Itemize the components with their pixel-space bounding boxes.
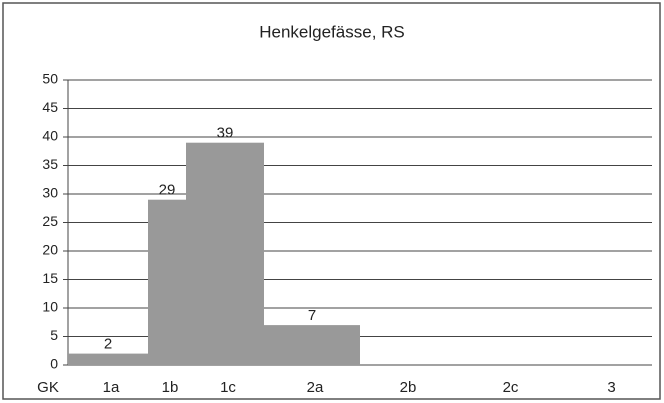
y-tick-label: 25 bbox=[42, 213, 58, 229]
x-axis-label: GK bbox=[37, 379, 59, 396]
x-tick-label: 2b bbox=[400, 379, 417, 396]
data-label: 7 bbox=[308, 307, 316, 324]
data-label: 39 bbox=[217, 125, 234, 142]
y-tick-label: 15 bbox=[42, 270, 58, 286]
y-tick-label: 40 bbox=[42, 128, 58, 144]
y-tick-label: 0 bbox=[50, 356, 58, 372]
y-tick-label: 45 bbox=[42, 99, 58, 115]
y-tick-label: 10 bbox=[42, 299, 58, 315]
bar bbox=[148, 199, 186, 365]
data-label: 2 bbox=[104, 336, 112, 353]
bar bbox=[68, 353, 148, 365]
x-tick-label: 2a bbox=[307, 379, 324, 396]
bar bbox=[264, 325, 360, 365]
chart-title: Henkelgefässe, RS bbox=[259, 22, 405, 41]
x-tick-label: 3 bbox=[607, 379, 615, 396]
x-tick-label: 2c bbox=[503, 379, 519, 396]
x-tick-label: 1b bbox=[162, 379, 179, 396]
y-tick-label: 20 bbox=[42, 242, 58, 258]
x-tick-label: 1c bbox=[220, 379, 236, 396]
x-tick-label: 1a bbox=[103, 379, 120, 396]
y-tick-label: 50 bbox=[42, 71, 58, 87]
y-tick-label: 30 bbox=[42, 185, 58, 201]
bar bbox=[186, 142, 264, 365]
y-tick-label: 5 bbox=[50, 327, 58, 343]
data-label: 29 bbox=[159, 182, 176, 199]
y-tick-label: 35 bbox=[42, 156, 58, 172]
